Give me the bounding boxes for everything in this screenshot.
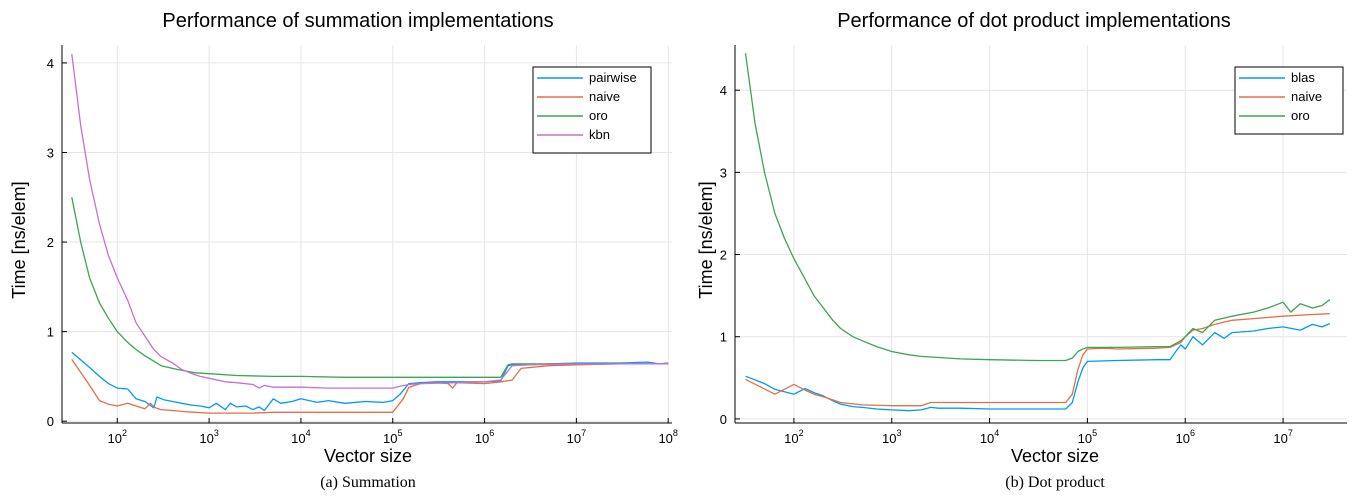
x-tick-label: 102	[784, 428, 803, 446]
x-tick-label: 106	[475, 428, 494, 446]
y-axis-label: Time [ns/elem]	[9, 181, 29, 298]
legend: blas naive oro	[1234, 66, 1344, 135]
legend-label-oro: oro	[1291, 108, 1310, 123]
y-tick-label: 2	[720, 248, 727, 263]
chart-title: Performance of summation implementations	[162, 10, 553, 32]
x-tick-label: 107	[1273, 428, 1292, 446]
legend: pairwise naive oro kbn	[532, 66, 652, 154]
x-tick-labels: 102 103 104 105 106 107	[784, 428, 1293, 446]
x-tick-label: 103	[882, 428, 901, 446]
y-tick-labels: 0 1 2 3 4	[720, 83, 727, 427]
legend-label-kbn: kbn	[589, 127, 610, 142]
legend-label-pairwise: pairwise	[589, 70, 637, 85]
x-tick-labels: 102 103 104 105 106 107 108	[108, 428, 678, 446]
legend-box	[1234, 66, 1344, 135]
x-tick-label: 106	[1176, 428, 1195, 446]
x-axis-label: Vector size	[324, 446, 412, 466]
series-line-oro	[744, 53, 1331, 362]
x-tick-label: 103	[199, 428, 218, 446]
x-tick-label: 105	[383, 428, 402, 446]
legend-label-naive: naive	[589, 89, 620, 104]
legend-label-blas: blas	[1291, 70, 1315, 85]
figure-caption: (b) Dot product	[1005, 474, 1105, 491]
x-tick-label: 102	[108, 428, 127, 446]
series-lines	[71, 53, 669, 414]
series-line-naive	[745, 313, 1330, 407]
y-tick-label: 0	[720, 412, 727, 427]
series-lines	[744, 53, 1331, 412]
axes	[734, 45, 1347, 424]
x-axis-label: Vector size	[1011, 446, 1099, 466]
y-tick-label: 2	[47, 235, 54, 250]
x-tick-label: 104	[980, 428, 999, 446]
x-tick-label: 104	[291, 428, 310, 446]
series-line-naive	[71, 359, 669, 414]
series-line-kbn	[71, 53, 669, 389]
y-tick-label: 1	[47, 325, 54, 340]
y-tick-label: 4	[47, 56, 54, 71]
x-tick-label: 105	[1078, 428, 1097, 446]
y-tick-label: 4	[720, 83, 727, 98]
x-tick-label: 108	[658, 428, 677, 446]
y-tick-label: 3	[47, 145, 54, 160]
y-axis-label: Time [ns/elem]	[696, 181, 716, 298]
legend-box	[532, 66, 652, 154]
axes	[61, 45, 672, 424]
y-tick-labels: 0 1 2 3 4	[47, 56, 54, 429]
series-line-pairwise	[71, 351, 669, 412]
chart-title: Performance of dot product implementatio…	[837, 10, 1231, 32]
legend-label-naive: naive	[1291, 89, 1322, 104]
dot-product-chart: Performance of dot product implementatio…	[696, 10, 1347, 491]
series-line-oro	[71, 197, 669, 378]
y-tick-label: 1	[720, 330, 727, 345]
y-tick-label: 3	[720, 165, 727, 180]
legend-label-oro: oro	[589, 108, 608, 123]
x-tick-label: 107	[567, 428, 586, 446]
summation-chart: Performance of summation implementations…	[9, 10, 678, 491]
y-tick-label: 0	[47, 414, 54, 429]
figure-caption: (a) Summation	[320, 474, 416, 491]
